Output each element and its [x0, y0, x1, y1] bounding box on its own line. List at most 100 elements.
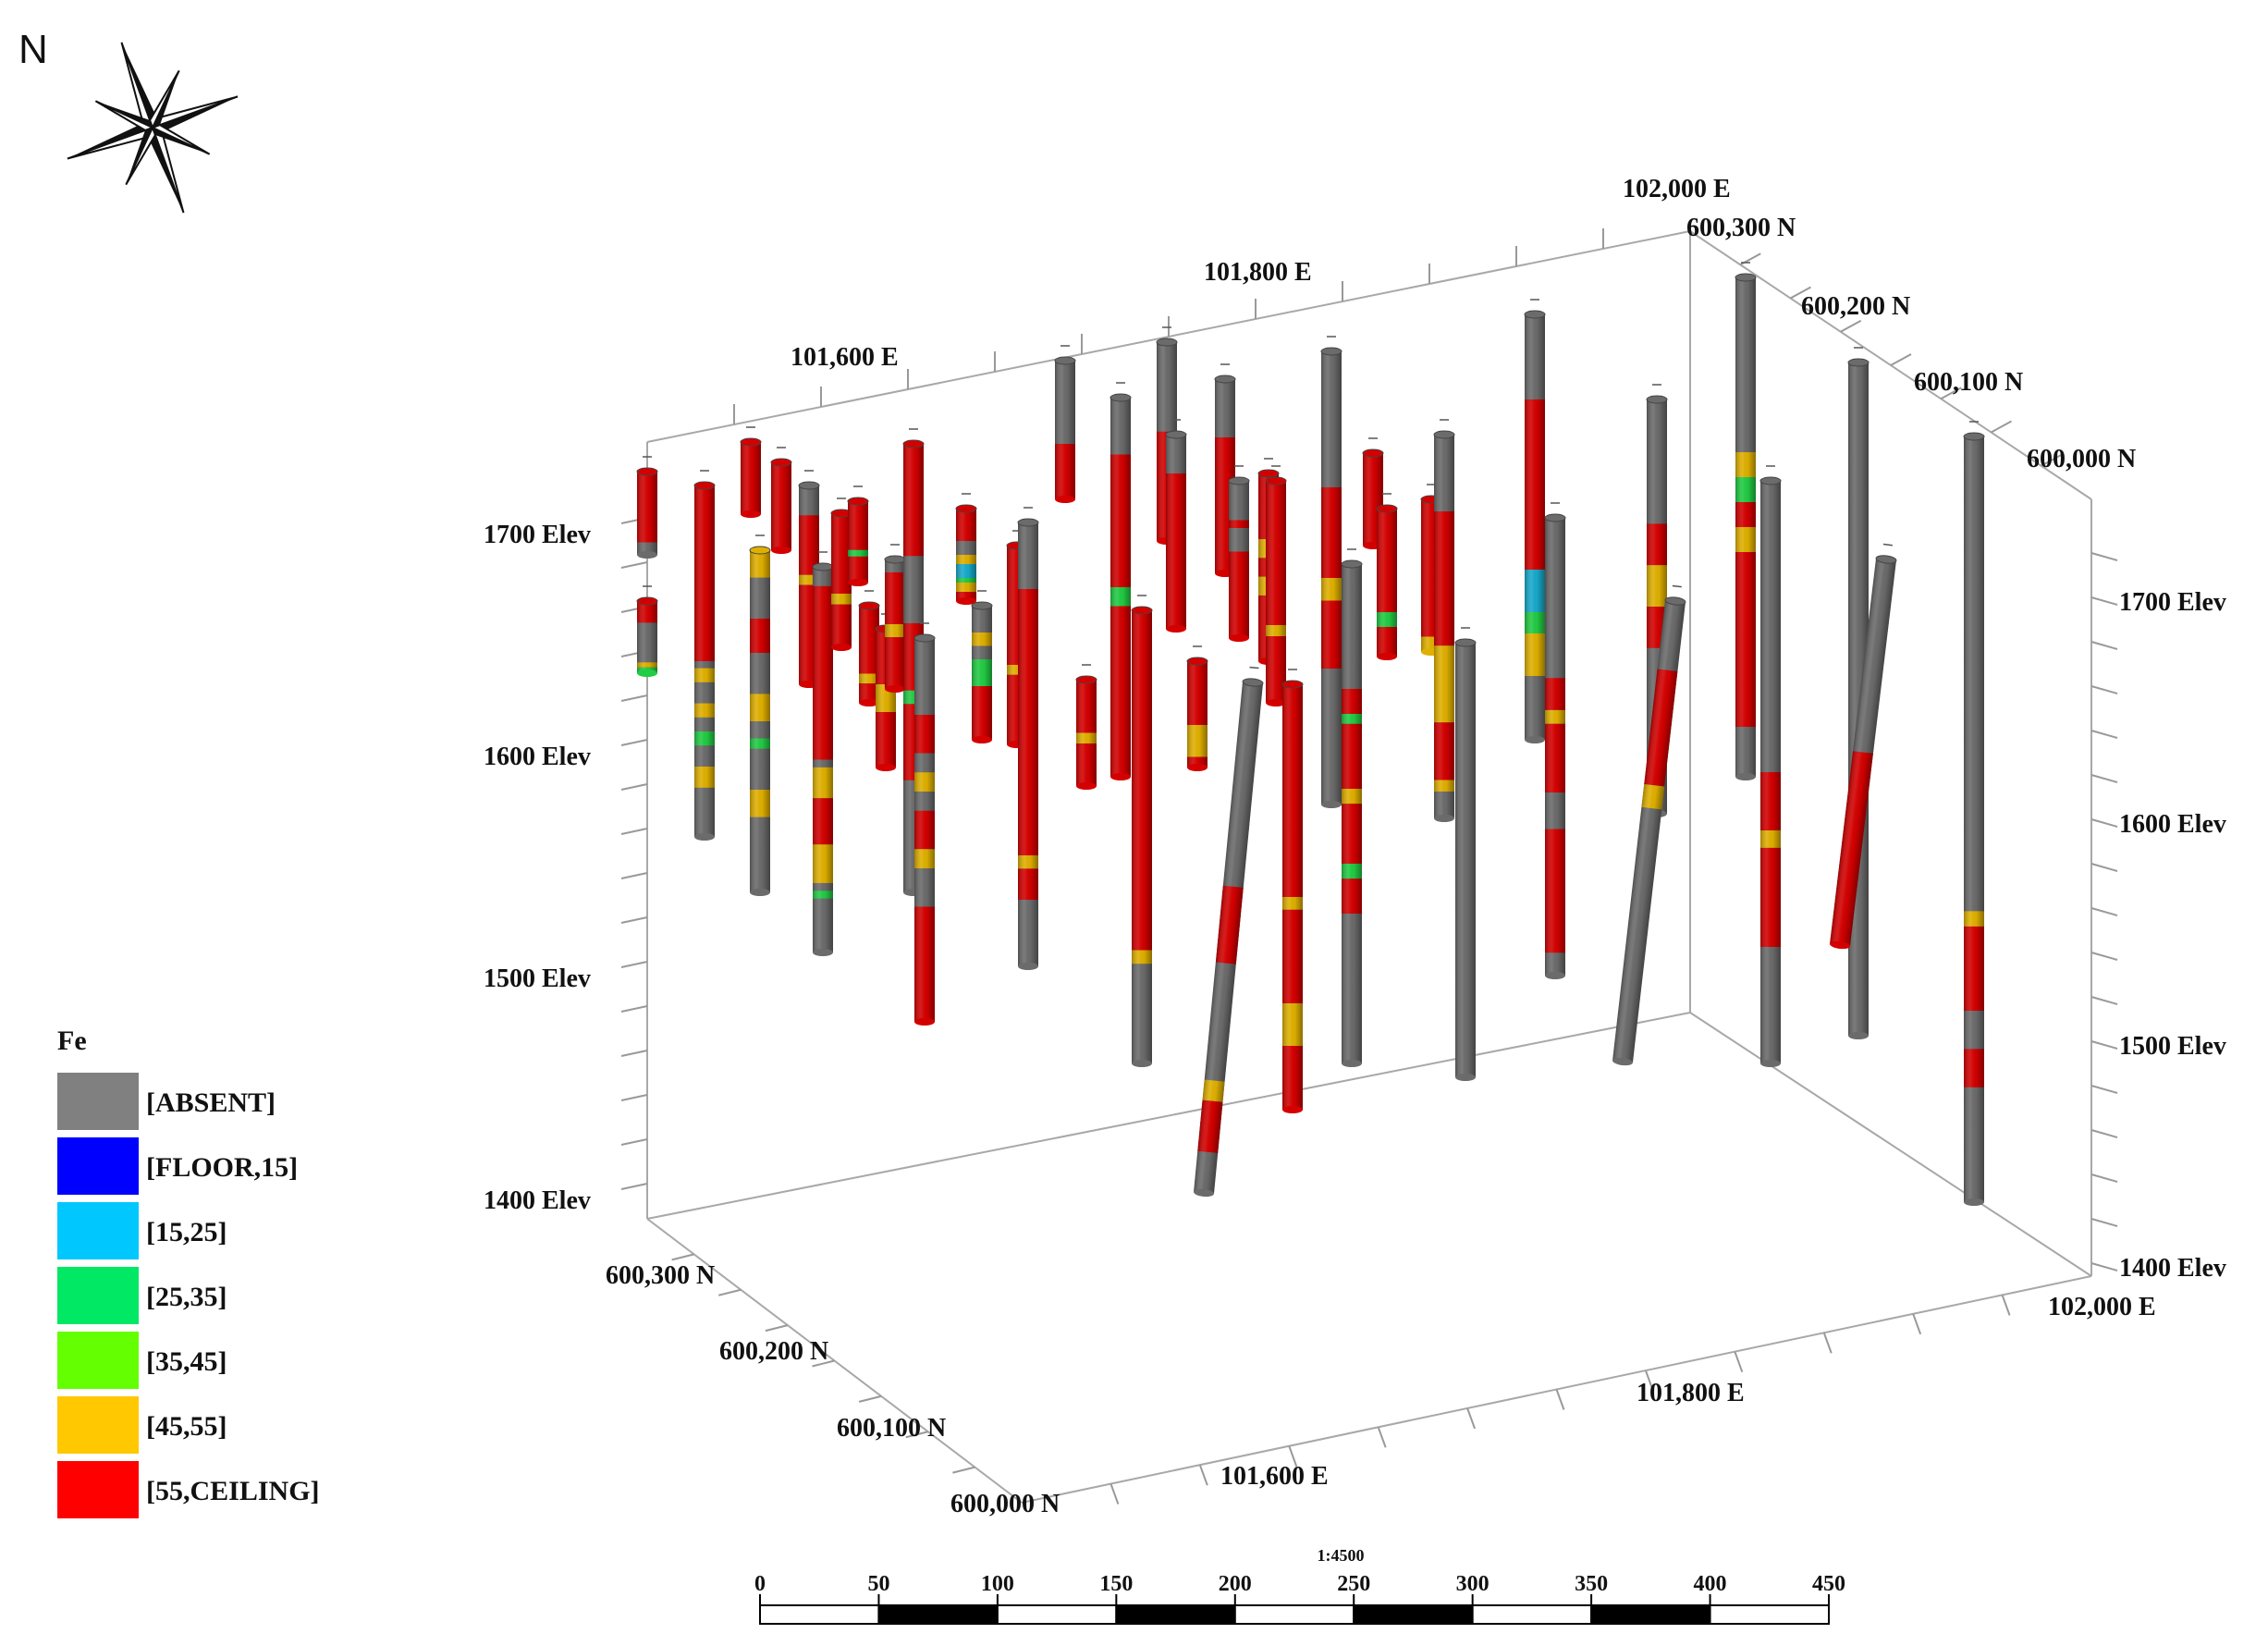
axis-tick	[2090, 952, 2118, 961]
left-northing-label: 600,300 N	[606, 1261, 715, 1290]
legend-swatch	[57, 1073, 139, 1130]
axis-tick	[1734, 1351, 1744, 1373]
drillhole-shading	[1229, 481, 1249, 638]
drillhole-shading	[1545, 518, 1565, 976]
axis-tick	[2090, 596, 2118, 606]
axis-tick	[2090, 685, 2118, 694]
axis-tick	[1288, 1445, 1298, 1468]
drillhole-collar	[1759, 476, 1782, 485]
scale-bar: 1:4500 0 50 100 150 200 250 300 350 400 450	[754, 1546, 1845, 1625]
axis-tick	[2090, 641, 2118, 650]
left-northing-label: 600,000 N	[950, 1490, 1060, 1518]
axis-tick	[620, 694, 648, 702]
drillhole-shading	[750, 550, 770, 892]
drillhole-shading	[1018, 522, 1038, 966]
right-northing-label: 600,000 N	[2027, 445, 2136, 473]
left-elev-label: 1400 Elev	[484, 1186, 591, 1215]
legend-swatch	[57, 1332, 139, 1389]
drillhole-shading	[1434, 435, 1454, 818]
axis-tick	[620, 1094, 648, 1101]
drillhole-collar	[1131, 606, 1153, 615]
drillhole-collar	[740, 437, 762, 447]
drillhole-collar	[636, 596, 658, 606]
legend-label: [55,CEILING]	[146, 1476, 320, 1506]
drillhole-end	[914, 1018, 935, 1026]
drillhole-shading	[1110, 398, 1131, 777]
drillhole-collar	[1075, 675, 1097, 684]
scale-tick-label: 150	[1099, 1572, 1133, 1596]
axis-tick	[1822, 1332, 1833, 1354]
left-elev-label: 1500 Elev	[484, 964, 591, 993]
axis-tick	[718, 1288, 742, 1296]
drillhole-collar	[1847, 358, 1870, 367]
drillhole-end	[741, 510, 761, 518]
drillhole-end	[1282, 1106, 1303, 1113]
drillhole-end	[1076, 782, 1097, 790]
scale-segment	[877, 1604, 999, 1625]
drillhole	[636, 456, 658, 559]
scale-segment	[759, 1604, 880, 1625]
drillhole-end	[1110, 773, 1131, 780]
drillhole-shading	[771, 462, 791, 550]
drillhole-end	[813, 949, 833, 956]
left-northing-label: 600,100 N	[837, 1414, 946, 1443]
drillhole-end	[750, 889, 770, 896]
drillhole-end	[1194, 1188, 1214, 1198]
drillhole-end	[1018, 963, 1038, 970]
drillhole-shading	[1194, 681, 1263, 1195]
left-northing-label: 600,200 N	[719, 1337, 828, 1366]
drillhole-end	[637, 669, 657, 677]
drillhole	[693, 470, 716, 841]
scale-tick-label: 450	[1812, 1572, 1845, 1596]
drillhole	[1433, 419, 1455, 822]
drillhole-collar	[858, 601, 880, 610]
top-easting-label: 102,000 E	[1623, 175, 1731, 203]
axis-tick	[1377, 1426, 1387, 1448]
drillhole-shading	[1076, 680, 1097, 786]
drillhole-shading	[1321, 351, 1342, 805]
drillhole	[1131, 595, 1153, 1067]
right-northing-label: 600,300 N	[1686, 214, 1796, 242]
drillhole	[830, 497, 852, 651]
axis-tick	[765, 1324, 789, 1333]
drillhole-collar	[1186, 657, 1208, 666]
scale-tick-label: 0	[754, 1572, 766, 1596]
drillhole-end	[1055, 496, 1075, 503]
axis-tick	[1912, 1313, 1922, 1335]
drillhole-shading	[1964, 436, 1984, 1202]
drillhole	[1109, 382, 1132, 780]
legend-swatch	[57, 1396, 139, 1454]
axis-tick	[952, 1466, 975, 1474]
drillhole	[1524, 299, 1546, 743]
scale-segment	[1471, 1604, 1593, 1625]
drillhole	[1075, 664, 1097, 790]
drillhole-collar	[1165, 430, 1187, 439]
legend-label: [FLOOR,15]	[146, 1152, 298, 1183]
drillhole-collar	[693, 481, 716, 490]
drillhole	[1320, 336, 1342, 808]
drillhole-shading	[1735, 277, 1756, 777]
drillhole-shading	[956, 509, 976, 601]
drillhole-shading	[694, 485, 715, 837]
left-elev-label: 1700 Elev	[484, 521, 591, 549]
drillhole-collar	[1109, 393, 1132, 402]
axis-tick	[2090, 1129, 2118, 1138]
drillhole-shading	[848, 501, 868, 583]
drillhole-collar	[770, 458, 792, 467]
axis-tick	[2090, 907, 2118, 916]
drillhole-shading	[813, 567, 833, 952]
drillhole-collar	[1362, 448, 1384, 458]
scale-segment	[1709, 1604, 1830, 1625]
right-northing-label: 600,200 N	[1801, 292, 1910, 321]
scale-segment	[1353, 1604, 1474, 1625]
axis-tick	[2090, 774, 2118, 783]
bottom-easting-label: 102,000 E	[2048, 1293, 2156, 1321]
drillhole	[1454, 627, 1477, 1081]
drillhole-collar	[812, 562, 834, 571]
drillhole-collar	[1156, 338, 1178, 347]
drillhole-end	[876, 764, 896, 771]
legend-label: [45,55]	[146, 1411, 227, 1442]
drillhole-shading	[831, 513, 852, 647]
drillhole-collar	[1664, 596, 1686, 606]
